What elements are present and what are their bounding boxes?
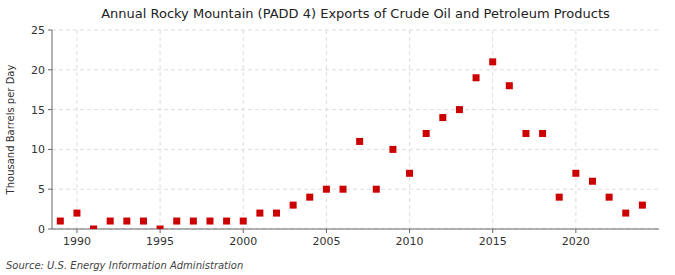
point [572,170,579,177]
x-tick-label: 2005 [312,235,340,248]
y-tick [48,109,52,110]
point [406,170,413,177]
point [606,194,613,201]
grid-line-x [76,30,77,229]
x-tick-label: 2020 [562,235,590,248]
y-tick [48,229,52,230]
y-tick [48,30,52,31]
point [522,130,529,137]
y-tick [48,189,52,190]
x-tick [409,229,410,233]
point [190,218,197,225]
y-tick-label: 0 [38,223,45,236]
point [123,218,130,225]
x-tick-label: 1990 [63,235,91,248]
grid-line-y [52,149,659,150]
y-axis-line [52,30,53,229]
point [240,218,247,225]
point [323,186,330,193]
y-tick-label: 20 [31,64,45,77]
point [356,138,363,145]
grid-line-x [160,30,161,229]
point [73,210,80,217]
x-tick [326,229,327,233]
axes: 1990 1995 2000 2005 2010 2015 2020 0 5 10 15 20 25 [31,24,659,248]
x-tick [243,229,244,233]
grid-line-y [52,69,659,70]
grid [52,30,659,229]
point [439,114,446,121]
y-tick-label: 5 [38,183,45,196]
chart: 1990 1995 2000 2005 2010 2015 2020 0 5 10 15 20 25 An… [0,0,675,275]
point [556,194,563,201]
point [107,218,114,225]
grid-line-x [326,30,327,229]
point [256,210,263,217]
points [57,58,646,229]
grid-line-x [575,30,576,229]
y-tick [48,69,52,70]
point [506,82,513,89]
grid-line-y [52,189,659,190]
x-tick-label: 2015 [479,235,507,248]
point [456,106,463,113]
point [273,210,280,217]
y-tick [48,149,52,150]
y-tick-label: 15 [31,104,45,117]
x-tick-label: 2000 [229,235,257,248]
grid-line-x [243,30,244,229]
grid-line-x [409,30,410,229]
point [389,146,396,153]
point [539,130,546,137]
y-axis-label: Thousand Barrels per Day [5,65,16,196]
grid-line-y [52,229,659,230]
title: Annual Rocky Mountain (PADD 4) Exports o… [101,6,610,21]
point [373,186,380,193]
point [473,74,480,81]
point [290,202,297,209]
x-tick [575,229,576,233]
point [639,202,646,209]
point [423,130,430,137]
grid-line-y [52,30,659,31]
point [157,226,164,230]
point [622,210,629,217]
point [306,194,313,201]
point [340,186,347,193]
point [589,178,596,185]
y-tick-label: 25 [31,24,45,37]
point [90,226,97,230]
point [206,218,213,225]
y-tick-label: 10 [31,143,45,156]
x-tick [76,229,77,233]
point [223,218,230,225]
point [173,218,180,225]
x-tick [160,229,161,233]
source-note: Source: U.S. Energy Information Administ… [6,260,243,271]
chart-container: 1990 1995 2000 2005 2010 2015 2020 0 5 10 15 20 25 An… [0,0,675,275]
x-axis-line [52,229,659,230]
point [140,218,147,225]
x-tick-label: 2010 [396,235,424,248]
point [57,218,64,225]
grid-line-y [52,109,659,110]
point [489,58,496,65]
x-tick [492,229,493,233]
x-tick-label: 1995 [146,235,174,248]
